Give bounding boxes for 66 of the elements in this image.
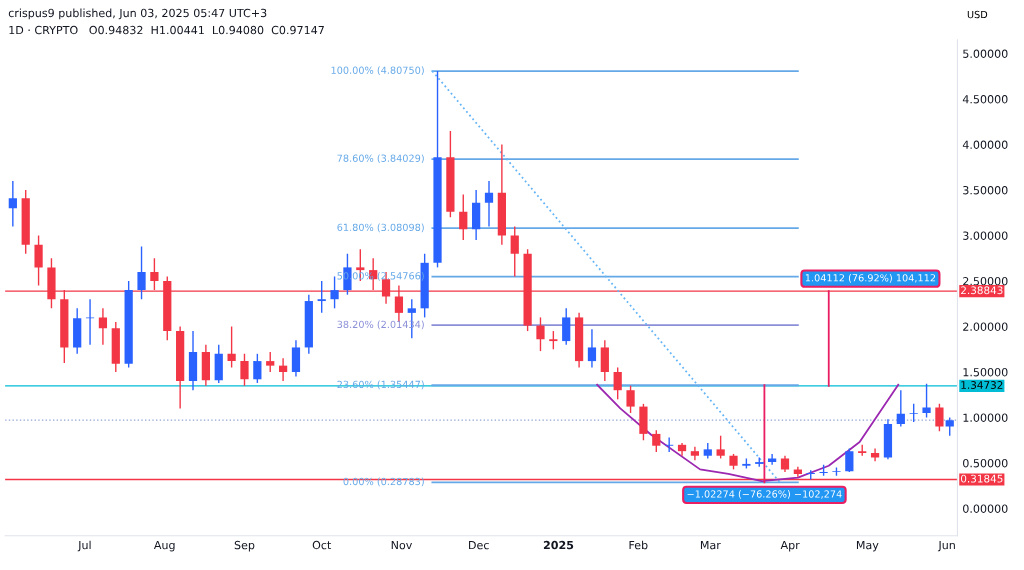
candlestick <box>626 384 635 414</box>
x-tick-label: Jun <box>937 541 955 552</box>
x-tick-label: Sep <box>234 540 255 552</box>
ref-line-label: 2.38843 <box>961 286 1003 295</box>
candlestick <box>845 447 854 473</box>
candlestick <box>266 351 275 373</box>
candlestick <box>459 193 468 241</box>
candlestick <box>536 316 545 352</box>
y-tick-label: 5.00000 <box>963 49 1008 58</box>
line-series <box>596 383 900 483</box>
x-tick-label: Jul <box>77 540 91 552</box>
candlestick <box>510 225 519 278</box>
y-tick-label: 4.00000 <box>962 140 1008 149</box>
text: 1.04112 (76.92%) 104,112 <box>805 273 936 283</box>
y-tick-label: 2.50000 <box>963 277 1008 286</box>
series-label: 100.00% (4.80750) <box>331 66 424 76</box>
y-axis-title: USD <box>967 10 988 19</box>
candlestick <box>278 357 288 382</box>
candlestick <box>896 389 905 428</box>
series-label: 78.60% (3.84029) <box>337 154 424 164</box>
candlestick <box>549 330 558 350</box>
candlestick <box>587 328 597 369</box>
candlestick <box>768 453 777 466</box>
y-tick-label: 2.00000 <box>963 322 1008 331</box>
candlestick <box>240 353 249 387</box>
candlestick <box>330 275 339 310</box>
candlestick <box>317 280 326 314</box>
y-tick-label: 3.50000 <box>963 186 1008 195</box>
candlestick <box>227 325 236 369</box>
x-tick-label: Aug <box>153 541 175 552</box>
candlestick <box>922 383 931 419</box>
y-tick-label: 0.00000 <box>963 504 1008 513</box>
candlestick <box>652 429 661 453</box>
text: crispus9 published, Jun 03, 2025 05:47 UTC+3 <box>8 8 267 20</box>
x-tick-label: Oct <box>312 540 332 550</box>
x-tick-label: Nov <box>391 541 412 550</box>
y-tick-label: 1.00000 <box>963 413 1008 422</box>
candlestick <box>935 403 944 432</box>
ref-line-label: 1.34732 <box>961 381 1003 389</box>
x-tick-label: Feb <box>629 540 648 550</box>
ref-line-label: 0.31845 <box>960 474 1003 483</box>
series-label: −1.02274 (−76.26%) −102,274 <box>687 490 842 499</box>
x-tick-label: 2025 <box>543 540 574 550</box>
y-tick-label: 1.50000 <box>963 367 1008 377</box>
candlestick <box>98 307 108 346</box>
candlestick <box>613 366 622 401</box>
candlestick <box>665 436 674 453</box>
candlestick <box>484 180 494 228</box>
y-tick-label: 0.50000 <box>963 458 1008 468</box>
y-tick-label: 4.50000 <box>962 95 1008 104</box>
y-tick-label: 3.00000 <box>963 231 1008 240</box>
candlestick <box>562 307 571 346</box>
x-tick-label: May <box>856 541 879 552</box>
candlestick <box>8 180 17 228</box>
candlestick <box>137 245 146 300</box>
candlestick <box>716 435 725 460</box>
candlestick <box>85 298 95 346</box>
x-tick-label: Apr <box>780 541 800 552</box>
series-label: 61.80% (3.08098) <box>337 223 424 233</box>
text: 1D · CRYPTO O0.94832 H1.00441 L0.94080 C0.97147 <box>9 25 324 35</box>
candlestick <box>909 403 918 423</box>
candlestick <box>34 234 43 287</box>
x-tick-label: Mar <box>700 541 721 550</box>
x-tick-label: Dec <box>469 541 489 550</box>
candlestick <box>945 416 954 437</box>
candlestick <box>253 353 262 384</box>
